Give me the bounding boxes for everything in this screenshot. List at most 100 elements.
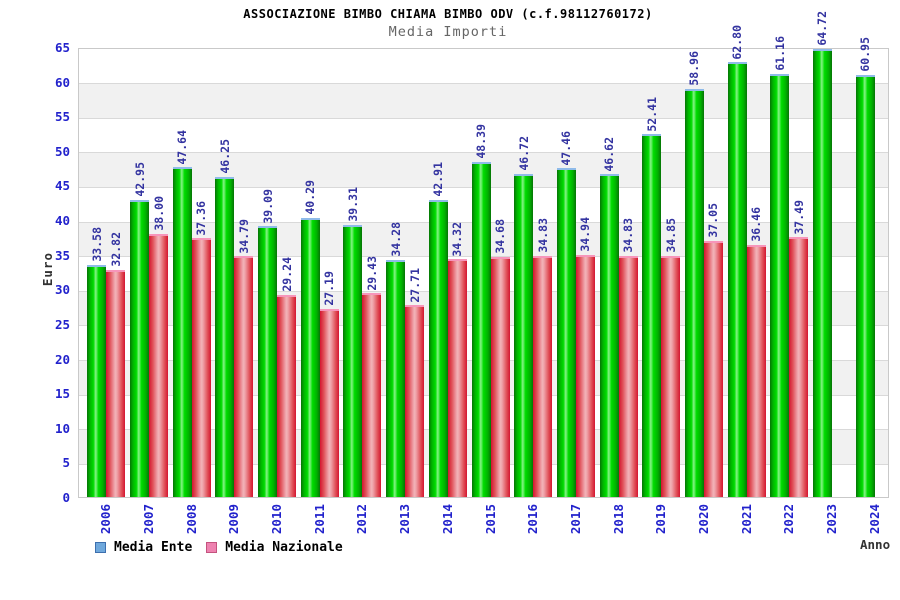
bar-value-label: 42.91 bbox=[431, 162, 446, 197]
x-axis-tick-label: 2009 bbox=[226, 504, 242, 535]
x-axis-tick-label: 2021 bbox=[738, 504, 754, 535]
bar-red-2013 bbox=[405, 305, 425, 497]
bar-value-label: 29.24 bbox=[279, 256, 294, 292]
bar-green-2006 bbox=[87, 264, 107, 497]
y-axis-tick-label: 0 bbox=[62, 490, 70, 505]
y-axis-tick-label: 40 bbox=[54, 213, 70, 229]
x-axis-tick-label: 2018 bbox=[610, 504, 626, 535]
x-axis-tick-label: 2020 bbox=[695, 504, 711, 535]
bar-value-label: 32.82 bbox=[108, 232, 123, 267]
y-axis-tick-label: 10 bbox=[54, 420, 70, 436]
bar-green-2007 bbox=[130, 199, 150, 497]
y-axis-tick-label: 15 bbox=[54, 386, 70, 402]
bar-red-2020 bbox=[703, 240, 723, 497]
x-axis-tick-label: 2013 bbox=[397, 504, 413, 535]
plot-area: 33.58 32.82 42.95 38.00 47.64 37.36 46.25 34.79… bbox=[78, 11, 889, 498]
legend: Media Ente Media Nazionale bbox=[95, 540, 343, 555]
bar-green-2024 bbox=[855, 75, 875, 497]
bar-red-2006 bbox=[106, 269, 126, 497]
y-axis-tick-label: 20 bbox=[54, 351, 70, 367]
legend-label: Media Nazionale bbox=[225, 540, 343, 555]
y-axis-tick-label: 25 bbox=[54, 316, 70, 332]
bar-value-label: 34.28 bbox=[388, 222, 403, 257]
bar-red-2017 bbox=[575, 255, 595, 497]
y-axis-tick-label: 65 bbox=[54, 40, 70, 55]
bar-red-2014 bbox=[447, 259, 467, 497]
bar-value-label: 34.83 bbox=[621, 218, 636, 253]
bar-value-label: 34.32 bbox=[450, 221, 465, 257]
chart-title: ASSOCIAZIONE BIMBO CHIAMA BIMBO ODV (c.f… bbox=[243, 7, 653, 21]
bar-green-2016 bbox=[514, 173, 534, 497]
bar-value-label: 46.62 bbox=[602, 136, 617, 172]
bar-value-label: 34.85 bbox=[663, 218, 678, 253]
x-axis-tick-label: 2008 bbox=[183, 504, 199, 535]
bar-green-2010 bbox=[258, 226, 278, 497]
legend-item-media-nazionale: Media Nazionale bbox=[206, 540, 343, 555]
bar-value-label: 64.72 bbox=[815, 11, 830, 46]
bar-value-label: 62.80 bbox=[730, 24, 745, 60]
x-axis-tick-label: 2019 bbox=[653, 504, 669, 535]
bar-value-label: 29.43 bbox=[364, 255, 379, 291]
bar-value-label: 42.95 bbox=[132, 162, 147, 197]
bar-value-label: 34.68 bbox=[493, 219, 507, 254]
bar-value-label: 34.83 bbox=[535, 218, 550, 253]
bar-value-label: 52.41 bbox=[644, 96, 659, 132]
bar-green-2008 bbox=[172, 167, 192, 497]
bar-value-label: 61.16 bbox=[772, 35, 787, 71]
chart-subtitle: Media Importi bbox=[388, 24, 508, 40]
bar-value-label: 46.25 bbox=[217, 139, 232, 174]
x-axis-tick-label: 2015 bbox=[482, 504, 498, 535]
bar-red-2018 bbox=[618, 255, 638, 497]
bar-value-label: 37.49 bbox=[791, 199, 806, 235]
x-axis-tick-label: 2022 bbox=[781, 504, 797, 535]
gridline bbox=[79, 83, 888, 85]
bar-value-label: 38.00 bbox=[151, 196, 166, 231]
x-axis-title: Anno bbox=[860, 537, 891, 552]
y-axis-tick-label: 50 bbox=[54, 143, 70, 159]
bar-value-label: 27.19 bbox=[322, 271, 337, 306]
bar-red-2015 bbox=[490, 256, 510, 497]
bar-value-label: 34.94 bbox=[578, 217, 593, 253]
legend-swatch-pink-icon bbox=[206, 542, 218, 553]
bar-value-label: 27.71 bbox=[407, 267, 422, 303]
bar-green-2011 bbox=[300, 218, 320, 497]
bar-red-2012 bbox=[362, 293, 382, 497]
bar-green-2015 bbox=[471, 162, 491, 497]
bar-red-2009 bbox=[234, 256, 254, 497]
legend-swatch-blue-icon bbox=[95, 542, 106, 553]
legend-item-media-ente: Media Ente bbox=[95, 540, 192, 555]
bar-value-label: 60.95 bbox=[858, 37, 873, 73]
bar-green-2018 bbox=[599, 174, 619, 497]
bar-green-2021 bbox=[727, 62, 747, 497]
x-axis-tick-label: 2016 bbox=[525, 504, 541, 535]
bar-value-label: 58.96 bbox=[687, 51, 702, 86]
x-axis-tick-label: 2010 bbox=[269, 504, 285, 535]
legend-label: Media Ente bbox=[114, 540, 193, 555]
gridline bbox=[79, 117, 888, 119]
x-axis-tick-label: 2017 bbox=[567, 504, 583, 535]
y-axis-tick-label: 35 bbox=[54, 247, 70, 263]
bar-value-label: 47.64 bbox=[175, 129, 190, 165]
bar-green-2022 bbox=[770, 73, 790, 497]
bar-green-2009 bbox=[215, 176, 235, 497]
x-axis-tick-label: 2023 bbox=[823, 504, 839, 535]
bar-value-label: 39.31 bbox=[345, 187, 360, 222]
bar-green-2020 bbox=[684, 88, 704, 497]
y-axis-tick-label: 55 bbox=[54, 109, 70, 125]
bar-value-label: 46.72 bbox=[516, 135, 531, 171]
bar-green-2012 bbox=[343, 224, 363, 497]
y-axis-tick-label: 5 bbox=[62, 455, 70, 471]
y-axis-tick-label: 60 bbox=[54, 74, 70, 90]
bar-red-2011 bbox=[319, 308, 339, 497]
bar-red-2022 bbox=[789, 237, 809, 497]
bar-value-label: 37.05 bbox=[706, 202, 721, 238]
x-axis-tick-label: 2012 bbox=[354, 504, 370, 535]
x-axis-tick-label: 2007 bbox=[141, 504, 157, 535]
bar-value-label: 48.39 bbox=[474, 124, 488, 159]
bar-value-label: 36.46 bbox=[749, 206, 764, 242]
bar-value-label: 33.58 bbox=[89, 226, 104, 262]
gridline bbox=[79, 152, 888, 154]
bar-red-2010 bbox=[277, 294, 297, 497]
bar-red-2016 bbox=[533, 255, 553, 497]
